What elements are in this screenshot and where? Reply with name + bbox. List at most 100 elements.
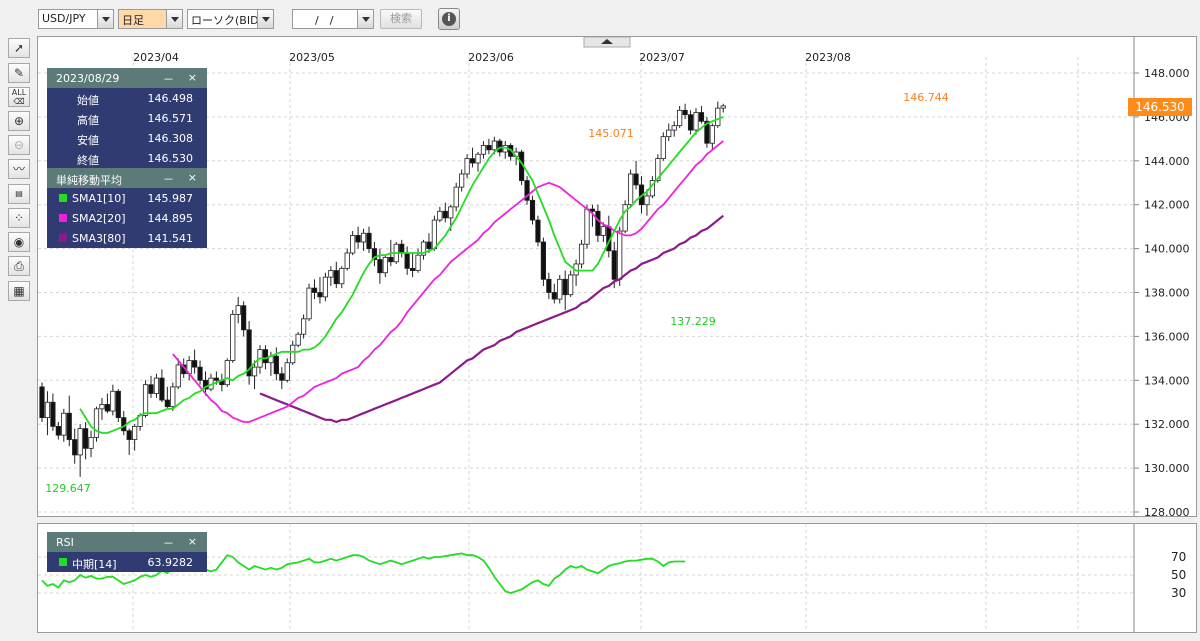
candle-up [578, 243, 585, 265]
candle-up [671, 125, 677, 131]
print-icon[interactable]: ⎙ [8, 256, 30, 276]
candle-down [426, 241, 432, 249]
candle-down [159, 377, 165, 401]
close-value: 146.530 [147, 152, 194, 165]
candle-up [600, 226, 606, 236]
current-price-badge [1128, 98, 1192, 116]
info-button[interactable]: i [438, 8, 460, 30]
minimize-icon[interactable]: － [163, 173, 174, 186]
sma1-line [79, 116, 724, 434]
candle-down [404, 252, 410, 269]
minimize-icon[interactable]: － [163, 537, 174, 550]
pencil-icon[interactable]: ✎ [8, 63, 30, 83]
rsi-panel: RSI － × 中期[14] 63.9282 [47, 532, 207, 572]
date-value: / / [315, 14, 334, 27]
cursor-icon[interactable]: ➚ [8, 38, 30, 58]
candle-up [350, 235, 356, 254]
sma1-label: SMA1[10] [72, 192, 126, 205]
candle-up [617, 230, 623, 280]
rsi-value: 63.9282 [147, 556, 194, 569]
sma1-swatch [59, 194, 67, 202]
candle-up [290, 344, 296, 364]
chart-type-select[interactable]: ローソク(BID) [187, 9, 274, 29]
indicator-icon[interactable]: 〰 [8, 159, 30, 179]
current-price-label: 146.530 [1135, 100, 1185, 114]
rsi-tick-label: 30 [1171, 586, 1186, 600]
close-icon[interactable]: × [187, 535, 197, 548]
candle-up [660, 136, 666, 160]
symbol-select[interactable]: USD/JPY [38, 9, 114, 29]
table-icon[interactable]: ▦ [8, 281, 30, 301]
x-tick-label: 2023/05 [289, 51, 335, 64]
sma2-line [172, 140, 724, 423]
candle-down [279, 373, 285, 381]
ohlc-high-row: 高値 146.571 [47, 108, 207, 128]
candle-up [720, 105, 726, 109]
candle-up [628, 173, 634, 206]
candle-down [551, 292, 557, 300]
open-value: 146.498 [147, 92, 194, 105]
sma-header: 単純移動平均 － × [47, 168, 207, 188]
candle-up [322, 276, 329, 298]
rsi-swatch [59, 558, 67, 566]
zoom-in-icon[interactable]: ⊕ [8, 111, 30, 131]
candle-down [633, 173, 639, 186]
candle-up [382, 256, 388, 274]
color-palette-icon[interactable]: ⁘ [8, 208, 30, 228]
eye-icon[interactable]: ◉ [8, 232, 30, 252]
x-tick-label: 2023/04 [133, 51, 179, 64]
candle-down [535, 219, 541, 243]
scrollbar-track[interactable] [37, 633, 1197, 641]
candle-down [589, 208, 596, 212]
chevron-down-icon[interactable] [257, 10, 273, 28]
candle-down [399, 243, 405, 254]
candle-up [655, 158, 661, 181]
candle-up [622, 204, 628, 232]
candle-up [132, 425, 138, 440]
close-icon[interactable]: × [187, 71, 197, 84]
erase-all-icon[interactable]: ALL ⌫ [8, 87, 30, 107]
candle-down [83, 428, 89, 449]
candle-up [360, 232, 367, 243]
candle-down [104, 404, 110, 412]
sma3-swatch [59, 234, 67, 242]
price-chart-svg: 148.000146.000144.000142.000140.000138.0… [38, 37, 1192, 516]
candle-up [431, 219, 438, 250]
chevron-down-icon[interactable] [357, 10, 373, 28]
sma1-row: SMA1[10] 145.987 [47, 188, 207, 208]
rsi-row: 中期[14] 63.9282 [47, 552, 207, 572]
candle-up [230, 314, 236, 361]
candle-up [284, 362, 290, 381]
candle-up [475, 153, 481, 164]
search-button[interactable]: 検索 [380, 9, 422, 29]
chevron-up-icon [601, 39, 613, 44]
high-label: 高値 [77, 114, 99, 127]
chevron-down-icon[interactable] [97, 10, 113, 28]
y-tick-label: 130.000 [1144, 462, 1190, 475]
chart-type-value: ローソク(BID) [191, 14, 263, 27]
ohlc-open-row: 始値 146.498 [47, 88, 207, 108]
candle-down [409, 267, 416, 271]
candle-down [148, 384, 154, 394]
period-select[interactable]: 日足 [118, 9, 183, 29]
minimize-icon[interactable]: － [163, 73, 174, 86]
candle-up [300, 318, 307, 335]
date-input[interactable]: / / [292, 9, 374, 29]
ohlc-low-row: 安値 146.308 [47, 128, 207, 148]
peak-annotation: 145.071 [588, 127, 634, 140]
candle-down [377, 259, 383, 274]
candle-up [235, 305, 241, 315]
y-tick-label: 132.000 [1144, 418, 1190, 431]
candle-down [529, 199, 536, 221]
zoom-out-icon[interactable]: ⊖ [8, 135, 30, 155]
chevron-down-icon[interactable] [166, 10, 182, 28]
candle-down [371, 248, 378, 260]
rsi-header: RSI － × [47, 532, 207, 552]
price-scale-icon[interactable]: ▤ [8, 184, 30, 204]
candle-down [213, 377, 219, 381]
close-icon[interactable]: × [187, 171, 197, 184]
candle-up [557, 278, 563, 300]
rsi-chart[interactable]: 70 50 30 RSI － × 中期[14] 63.9282 [37, 523, 1197, 633]
candle-up [677, 109, 683, 127]
price-chart[interactable]: 148.000 146.000 144.000 142.000 140.000 138.0… [37, 36, 1197, 517]
